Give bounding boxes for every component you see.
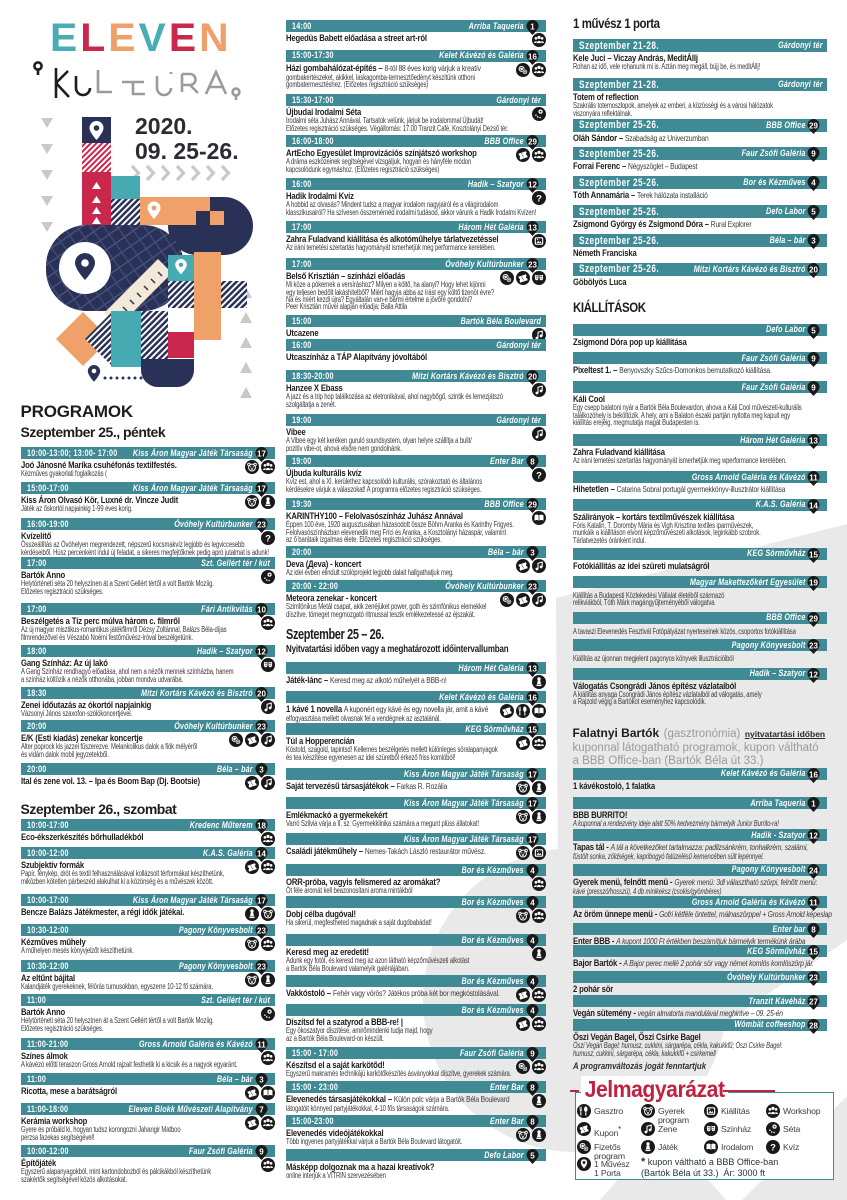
svg-text:8: 8 — [530, 457, 535, 466]
svg-text:9: 9 — [811, 149, 816, 158]
svg-text:23: 23 — [809, 641, 818, 650]
svg-text:?: ? — [265, 534, 271, 545]
svg-text:17: 17 — [257, 449, 266, 458]
svg-text:3: 3 — [811, 236, 816, 245]
svg-text:20: 20 — [528, 372, 537, 381]
svg-text:24: 24 — [809, 866, 818, 875]
svg-text:18: 18 — [257, 821, 266, 830]
svg-text:29: 29 — [809, 614, 818, 623]
svg-text:12: 12 — [257, 647, 266, 656]
svg-text:15: 15 — [809, 550, 818, 559]
svg-text:15: 15 — [809, 948, 818, 957]
svg-text:13: 13 — [528, 223, 537, 232]
svg-text:16: 16 — [809, 770, 818, 779]
svg-text:17: 17 — [528, 770, 537, 779]
svg-text:3: 3 — [259, 765, 264, 774]
svg-text:23: 23 — [528, 260, 537, 269]
svg-text:8: 8 — [530, 1117, 535, 1126]
svg-text:1: 1 — [811, 799, 816, 808]
svg-text:11: 11 — [257, 1040, 266, 1049]
svg-text:13: 13 — [809, 436, 818, 445]
svg-text:23: 23 — [257, 962, 266, 971]
svg-text:12: 12 — [809, 670, 818, 679]
svg-text:3: 3 — [530, 548, 535, 557]
svg-text:29: 29 — [809, 121, 818, 130]
svg-text:17: 17 — [257, 896, 266, 905]
svg-text:15: 15 — [528, 725, 537, 734]
svg-text:9: 9 — [811, 354, 816, 363]
svg-text:27: 27 — [809, 997, 818, 1006]
svg-text:11: 11 — [809, 898, 818, 907]
svg-text:4: 4 — [530, 898, 535, 907]
svg-text:4: 4 — [530, 1006, 535, 1015]
svg-text:12: 12 — [528, 180, 537, 189]
svg-text:4: 4 — [530, 936, 535, 945]
svg-text:?: ? — [770, 1143, 776, 1154]
svg-text:4: 4 — [530, 866, 535, 875]
svg-text:13: 13 — [528, 664, 537, 673]
svg-text:29: 29 — [528, 137, 537, 146]
svg-text:4: 4 — [530, 977, 535, 986]
svg-text:20: 20 — [257, 689, 266, 698]
svg-text:29: 29 — [528, 500, 537, 509]
svg-text:3: 3 — [259, 1075, 264, 1084]
svg-text:9: 9 — [259, 1147, 264, 1156]
svg-text:5: 5 — [811, 326, 816, 335]
svg-text:11: 11 — [809, 473, 818, 482]
svg-text:19: 19 — [809, 578, 818, 587]
svg-text:17: 17 — [528, 835, 537, 844]
svg-text:23: 23 — [257, 926, 266, 935]
svg-text:10: 10 — [257, 605, 266, 614]
svg-text:7: 7 — [259, 1105, 264, 1114]
svg-text:23: 23 — [257, 520, 266, 529]
svg-text:5: 5 — [811, 207, 816, 216]
svg-text:17: 17 — [528, 799, 537, 808]
svg-text:9: 9 — [530, 1049, 535, 1058]
svg-text:?: ? — [536, 471, 542, 482]
svg-text:17: 17 — [257, 484, 266, 493]
svg-text:23: 23 — [809, 973, 818, 982]
svg-text:4: 4 — [811, 178, 816, 187]
svg-text:?: ? — [536, 194, 542, 205]
svg-text:14: 14 — [257, 849, 266, 858]
svg-text:23: 23 — [528, 582, 537, 591]
svg-text:12: 12 — [809, 831, 818, 840]
svg-text:16: 16 — [528, 52, 537, 61]
svg-text:28: 28 — [809, 1021, 818, 1030]
svg-text:9: 9 — [811, 383, 816, 392]
svg-text:8: 8 — [530, 1083, 535, 1092]
svg-text:5: 5 — [530, 1151, 535, 1160]
svg-text:20: 20 — [809, 265, 818, 274]
svg-text:1: 1 — [530, 22, 535, 31]
svg-text:8: 8 — [811, 925, 816, 934]
svg-text:14: 14 — [809, 501, 818, 510]
svg-text:23: 23 — [257, 722, 266, 731]
svg-text:16: 16 — [528, 693, 537, 702]
